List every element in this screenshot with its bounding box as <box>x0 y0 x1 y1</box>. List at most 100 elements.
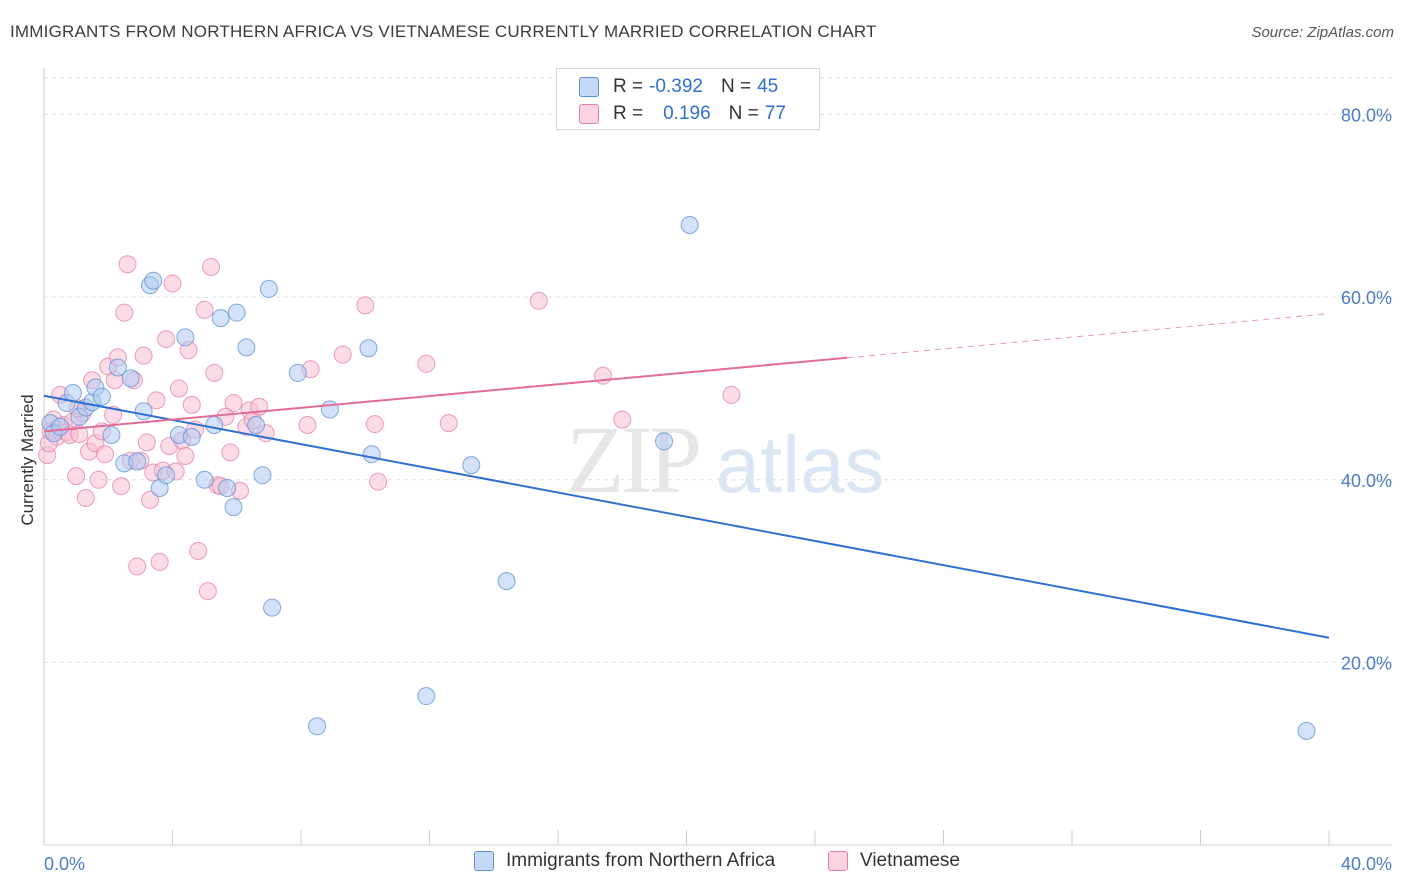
legend-r-value: -0.392 <box>649 76 703 97</box>
point-vietnamese-69 <box>529 291 548 310</box>
point-northern-africa-41 <box>497 572 516 591</box>
series-swatch-blue <box>474 851 494 871</box>
point-northern-africa-38 <box>362 445 381 464</box>
point-vietnamese-40 <box>169 379 188 398</box>
point-northern-africa-34 <box>288 363 307 382</box>
legend-row-vietnamese: R = 0.196 N = 77 <box>579 101 786 127</box>
point-northern-africa-31 <box>253 466 272 485</box>
point-vietnamese-50 <box>205 363 224 382</box>
point-northern-africa-24 <box>205 415 224 434</box>
point-northern-africa-29 <box>237 338 256 357</box>
legend-r-value: 0.196 <box>663 103 711 124</box>
point-northern-africa-2 <box>51 417 70 436</box>
point-vietnamese-72 <box>722 385 741 404</box>
point-northern-africa-17 <box>144 271 163 290</box>
point-vietnamese-66 <box>369 472 388 491</box>
series-legend-northern-africa: Immigrants from Northern Africa <box>474 850 775 872</box>
point-vietnamese-42 <box>176 447 195 466</box>
point-vietnamese-30 <box>137 433 156 452</box>
legend-r-label: R = <box>613 76 644 97</box>
trend-lines <box>43 313 1330 639</box>
point-vietnamese-47 <box>195 300 214 319</box>
point-vietnamese-54 <box>224 394 243 413</box>
point-northern-africa-23 <box>195 470 214 489</box>
trend-line-vietnamese-extension <box>847 313 1330 359</box>
point-northern-africa-39 <box>417 687 436 706</box>
x-tick-label-max: 40.0% <box>1341 854 1392 874</box>
point-vietnamese-16 <box>89 470 108 489</box>
legend-r-label: R = <box>613 103 644 124</box>
point-vietnamese-75 <box>104 405 123 424</box>
trend-line-northern-africa <box>43 394 1330 639</box>
series-legend-vietnamese: Vietnamese <box>828 850 960 872</box>
point-vietnamese-64 <box>356 296 375 315</box>
chart-title: IMMIGRANTS FROM NORTHERN AFRICA VS VIETN… <box>10 22 877 41</box>
point-vietnamese-12 <box>76 489 95 508</box>
series-legend: Immigrants from Northern Africa Vietname… <box>0 850 1406 878</box>
point-vietnamese-67 <box>417 354 436 373</box>
y-tick-label-60: 60.0% <box>1341 288 1392 308</box>
legend-row-northern-africa: R = -0.392 N = 45 <box>579 74 778 100</box>
point-vietnamese-29 <box>134 346 153 365</box>
point-vietnamese-23 <box>115 303 134 322</box>
point-northern-africa-33 <box>263 598 282 617</box>
point-northern-africa-25 <box>211 309 230 328</box>
point-northern-africa-15 <box>134 402 153 421</box>
legend-swatch-pink <box>579 104 599 124</box>
point-northern-africa-4 <box>63 384 82 403</box>
point-vietnamese-71 <box>613 410 632 429</box>
point-northern-africa-27 <box>224 498 243 517</box>
watermark: ZIP atlas <box>566 406 884 513</box>
point-vietnamese-48 <box>198 582 217 601</box>
y-tick-label-40: 40.0% <box>1341 471 1392 491</box>
data-points <box>38 216 1316 740</box>
point-northern-africa-37 <box>359 339 378 358</box>
point-northern-africa-28 <box>227 303 246 322</box>
point-vietnamese-27 <box>128 557 147 576</box>
y-tick-labels: 20.0% 40.0% 60.0% 80.0% <box>1341 106 1392 674</box>
point-vietnamese-61 <box>298 415 317 434</box>
watermark-atlas: atlas <box>716 420 885 509</box>
point-vietnamese-63 <box>333 345 352 364</box>
point-northern-africa-9 <box>92 387 111 406</box>
source-credit: Source: ZipAtlas.com <box>1251 24 1394 41</box>
point-vietnamese-34 <box>150 552 169 571</box>
y-axis-label: Currently Married <box>18 394 37 525</box>
point-northern-africa-35 <box>308 717 327 736</box>
point-vietnamese-49 <box>202 258 221 277</box>
point-vietnamese-44 <box>182 395 201 414</box>
correlation-legend: R = -0.392 N = 45 R = 0.196 N = 77 <box>556 68 820 130</box>
point-northern-africa-13 <box>121 369 140 388</box>
point-vietnamese-36 <box>157 330 176 349</box>
point-northern-africa-30 <box>247 415 266 434</box>
point-northern-africa-11 <box>108 358 127 377</box>
point-vietnamese-46 <box>189 541 208 560</box>
point-northern-africa-10 <box>102 426 121 445</box>
point-northern-africa-14 <box>128 452 147 471</box>
point-northern-africa-42 <box>655 432 674 451</box>
point-vietnamese-22 <box>112 477 131 496</box>
point-vietnamese-33 <box>147 391 166 410</box>
point-vietnamese-53 <box>221 443 240 462</box>
watermark-zip: ZIP <box>566 406 699 513</box>
point-northern-africa-40 <box>462 456 481 475</box>
point-northern-africa-22 <box>182 427 201 446</box>
legend-swatch-blue <box>579 77 599 97</box>
legend-n-label: N = <box>728 103 759 124</box>
point-vietnamese-38 <box>163 274 182 293</box>
trend-line-vietnamese <box>43 356 848 433</box>
point-vietnamese-24 <box>118 255 137 274</box>
point-vietnamese-31 <box>141 490 160 509</box>
y-tick-label-20: 20.0% <box>1341 653 1392 673</box>
series-legend-label: Vietnamese <box>860 850 960 871</box>
x-axis-ticks <box>43 830 1330 845</box>
point-northern-africa-32 <box>259 279 278 298</box>
point-northern-africa-44 <box>1297 721 1316 740</box>
series-legend-label: Immigrants from Northern Africa <box>506 850 776 871</box>
point-northern-africa-26 <box>218 478 237 497</box>
point-northern-africa-19 <box>157 466 176 485</box>
point-vietnamese-68 <box>439 414 458 433</box>
point-northern-africa-21 <box>176 328 195 347</box>
point-northern-africa-36 <box>320 400 339 419</box>
